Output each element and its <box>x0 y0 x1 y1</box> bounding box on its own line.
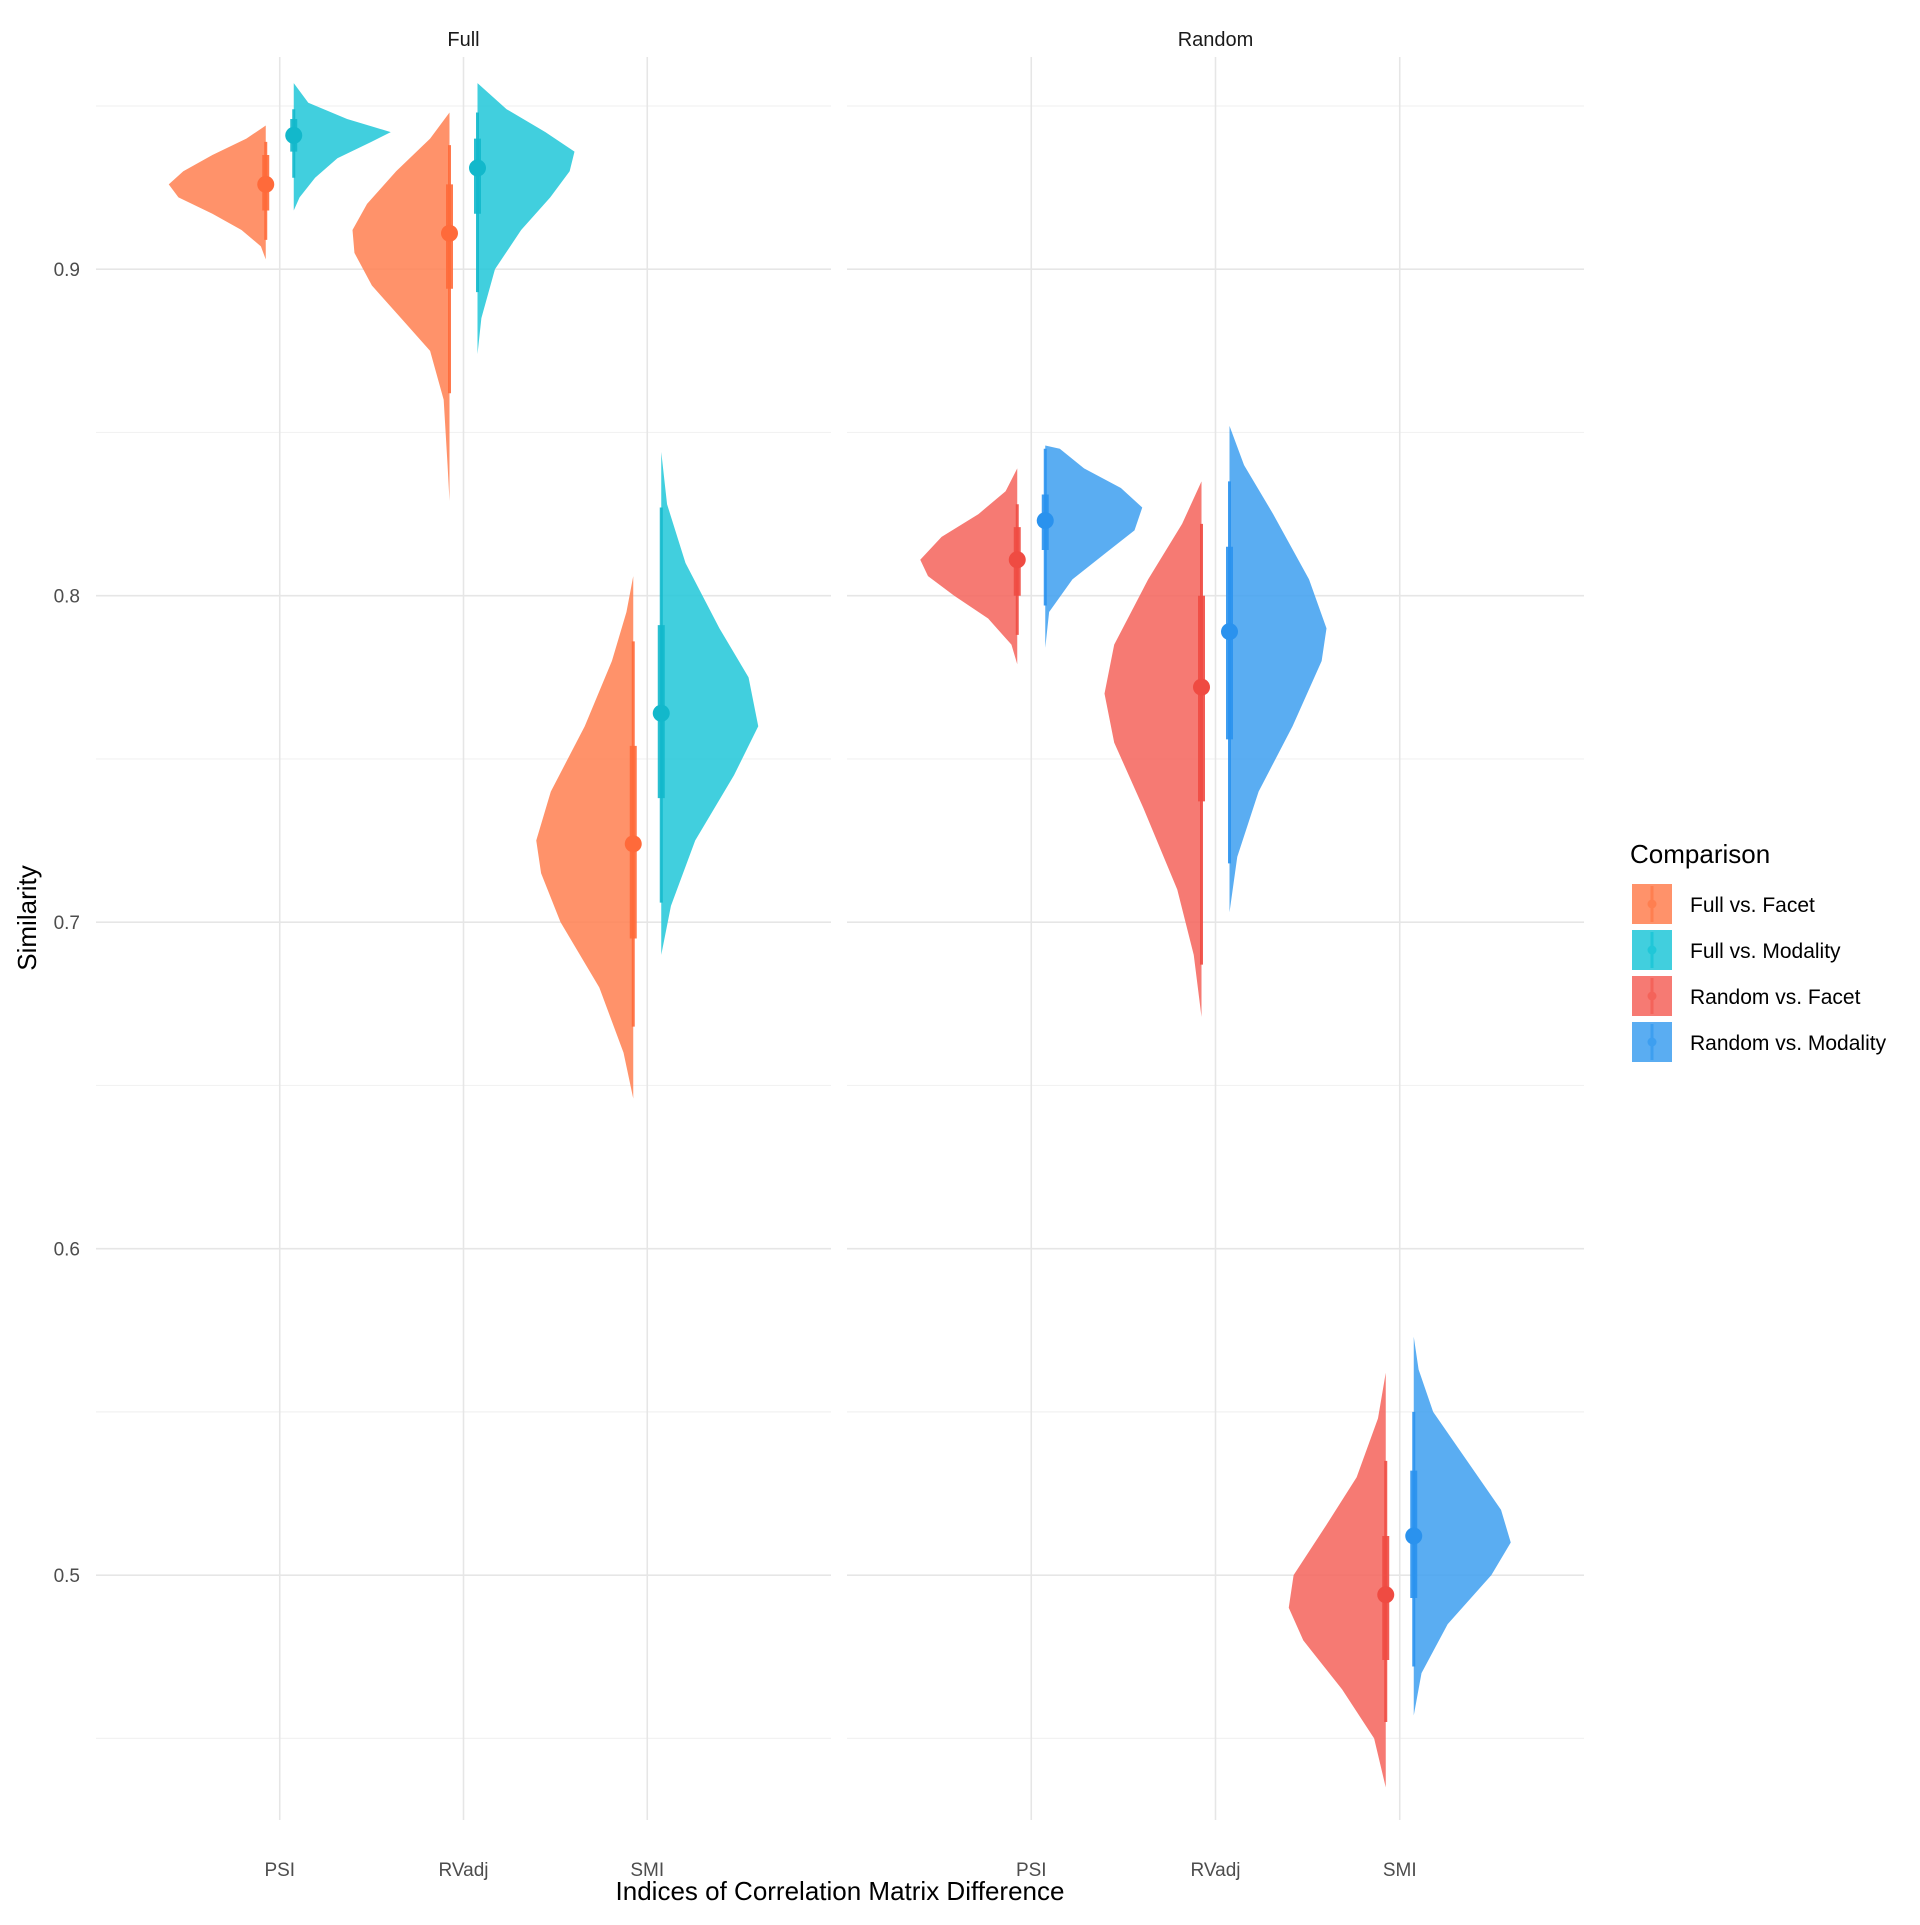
violin-half <box>352 112 450 502</box>
y-tick-label: 0.6 <box>54 1240 80 1261</box>
violin-half <box>1045 445 1143 648</box>
median-point <box>1008 551 1026 569</box>
y-axis-title: Similarity <box>12 865 42 970</box>
x-tick-label: SMI <box>630 1860 664 1881</box>
x-tick-label: SMI <box>1383 1860 1417 1881</box>
median-point <box>1377 1586 1395 1604</box>
legend-key-point <box>1647 991 1657 1001</box>
legend-label: Random vs. Facet <box>1690 986 1861 1009</box>
legend-key-point <box>1647 945 1657 955</box>
panel-title: Random <box>1178 29 1254 51</box>
legend-label: Full vs. Modality <box>1690 940 1841 963</box>
y-tick-label: 0.9 <box>54 260 80 281</box>
median-point <box>285 126 303 144</box>
violin-half <box>920 468 1018 665</box>
violin-half <box>661 452 759 955</box>
legend: Comparison Full vs. Facet Full vs. Modali… <box>1630 839 1887 1062</box>
x-tick-label: RVadj <box>439 1860 489 1881</box>
x-tick-label: PSI <box>1016 1860 1047 1881</box>
violins <box>168 83 1511 1788</box>
median-point <box>652 704 670 722</box>
violin-half <box>1104 481 1202 1017</box>
legend-key-point <box>1647 899 1657 909</box>
median-point <box>624 835 642 853</box>
median-point <box>469 159 486 177</box>
y-tick-label: 0.5 <box>54 1566 80 1587</box>
x-tick-label: PSI <box>264 1860 295 1881</box>
legend-label: Full vs. Facet <box>1690 894 1815 917</box>
panel-labels: Full PSI RVadj SMI 0.5 0.6 0.7 0.8 0.9 Random PSI R… <box>54 29 1417 1881</box>
median-point <box>257 175 275 193</box>
y-tick-label: 0.8 <box>54 587 80 608</box>
violin-half <box>293 83 391 211</box>
legend-key-point <box>1647 1037 1657 1047</box>
y-tick-label: 0.7 <box>54 913 80 934</box>
legend-title: Comparison <box>1630 839 1770 869</box>
median-point <box>1221 623 1238 641</box>
violin-half <box>1413 1336 1511 1716</box>
violin-half <box>168 125 266 260</box>
violin-half <box>536 576 634 1099</box>
x-tick-label: RVadj <box>1191 1860 1241 1881</box>
x-axis-title: Indices of Correlation Matrix Difference <box>616 1876 1065 1906</box>
median-point <box>1036 512 1054 530</box>
legend-label: Random vs. Modality <box>1690 1032 1887 1055</box>
violin-half <box>1229 425 1327 913</box>
median-point <box>441 224 458 242</box>
median-point <box>1405 1527 1423 1545</box>
violin-half <box>477 83 575 355</box>
panel-grid <box>96 57 1584 1820</box>
violin-half <box>1288 1372 1386 1788</box>
median-point <box>1193 678 1210 696</box>
panel-title: Full <box>447 29 479 51</box>
